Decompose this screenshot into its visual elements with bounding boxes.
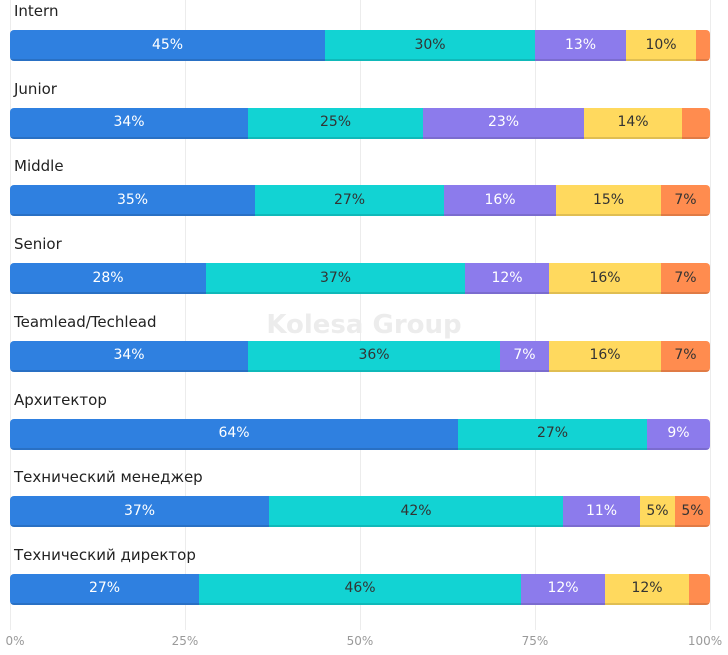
bar-segment: 45% (10, 30, 325, 61)
bar-segment: 7% (661, 340, 710, 372)
category-label: Middle (14, 157, 64, 176)
bar-segment: 7% (661, 263, 710, 295)
bar-segment (696, 30, 710, 61)
gridline (360, 0, 361, 630)
x-tick-label: 0% (5, 634, 25, 648)
bar-segment: 15% (556, 185, 661, 217)
bar-segment: 27% (458, 418, 647, 450)
bar-segment: 12% (465, 263, 549, 295)
gridline (10, 0, 11, 630)
x-tick-label: 100% (687, 634, 723, 648)
category-label: Intern (14, 2, 59, 20)
x-tick-label: 25% (171, 634, 199, 648)
stacked-bar: 64% 27% 9% (10, 418, 710, 450)
gridline (710, 0, 711, 630)
bar-segment: 37% (10, 496, 269, 528)
bar-segment: 27% (10, 573, 199, 605)
bar-segment: 25% (248, 107, 423, 139)
bar-segment: 23% (423, 107, 584, 139)
stacked-bar: 28% 37% 12% 16% 7% (10, 263, 710, 295)
bar-segment: 5% (640, 496, 675, 528)
bar-segment: 34% (10, 340, 248, 372)
stacked-bar: 27% 46% 12% 12% (10, 573, 710, 605)
bar-segment (682, 107, 710, 139)
stacked-bar: 45% 30% 13% 10% (10, 30, 710, 61)
category-label: Junior (14, 79, 57, 98)
bar-segment: 12% (521, 573, 605, 605)
bar-segment: 16% (549, 340, 661, 372)
bar-segment: 37% (206, 263, 465, 295)
bar-segment: 10% (626, 30, 696, 61)
bar-segment: 64% (10, 418, 458, 450)
category-label: Технический менеджер (14, 468, 203, 487)
bar-segment: 35% (10, 185, 255, 217)
gridline (185, 0, 186, 630)
bar-segment: 13% (535, 30, 626, 61)
bar-segment: 16% (444, 185, 556, 217)
bar-segment: 27% (255, 185, 444, 217)
bar-segment: 36% (248, 340, 500, 372)
bar-segment: 9% (647, 418, 710, 450)
stacked-bar: 34% 36% 7% 16% 7% (10, 340, 710, 372)
category-label: Teamlead/Techlead (14, 312, 157, 331)
bar-segment: 5% (675, 496, 710, 528)
category-label: Senior (14, 235, 62, 254)
bar-segment: 42% (269, 496, 563, 528)
bar-segment: 28% (10, 263, 206, 295)
bar-segment: 14% (584, 107, 682, 139)
category-label: Архитектор (14, 390, 107, 409)
bar-segment: 34% (10, 107, 248, 139)
x-tick-label: 75% (521, 634, 549, 648)
gridline (535, 0, 536, 630)
bar-segment: 7% (661, 185, 710, 217)
stacked-bar: 34% 25% 23% 14% (10, 107, 710, 139)
bar-segment: 30% (325, 30, 535, 61)
bar-segment (689, 573, 710, 605)
category-label: Технический директор (14, 545, 196, 564)
stacked-bar: 37% 42% 11% 5% 5% (10, 496, 710, 528)
x-tick-label: 50% (346, 634, 374, 648)
bar-segment: 7% (500, 340, 549, 372)
bar-segment: 46% (199, 573, 521, 605)
stacked-bar: 35% 27% 16% 15% 7% (10, 185, 710, 217)
watermark: Kolesa Group (266, 310, 462, 340)
bar-segment: 11% (563, 496, 640, 528)
bar-segment: 12% (605, 573, 689, 605)
bar-segment: 16% (549, 263, 661, 295)
